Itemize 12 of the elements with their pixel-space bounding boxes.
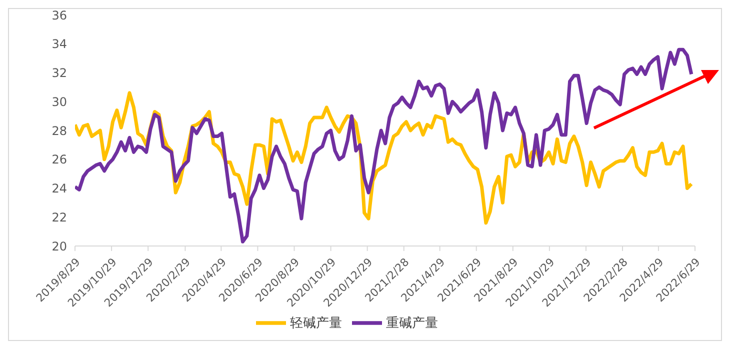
y-tick-label: 30 <box>52 94 67 109</box>
line-series <box>75 48 694 244</box>
y-tick-label: 26 <box>52 152 67 167</box>
y-tick-label: 28 <box>52 124 67 138</box>
y-tick-label: 22 <box>52 210 67 224</box>
y-tick-label: 20 <box>52 239 67 254</box>
y-tick-label: 32 <box>52 66 67 80</box>
legend-label: 轻碱产量 <box>290 316 342 332</box>
y-tick-label: 24 <box>52 182 67 196</box>
y-tick-label: 36 <box>52 8 67 22</box>
y-tick-label: 34 <box>52 37 67 52</box>
legend-label: 重碱产量 <box>386 316 438 332</box>
